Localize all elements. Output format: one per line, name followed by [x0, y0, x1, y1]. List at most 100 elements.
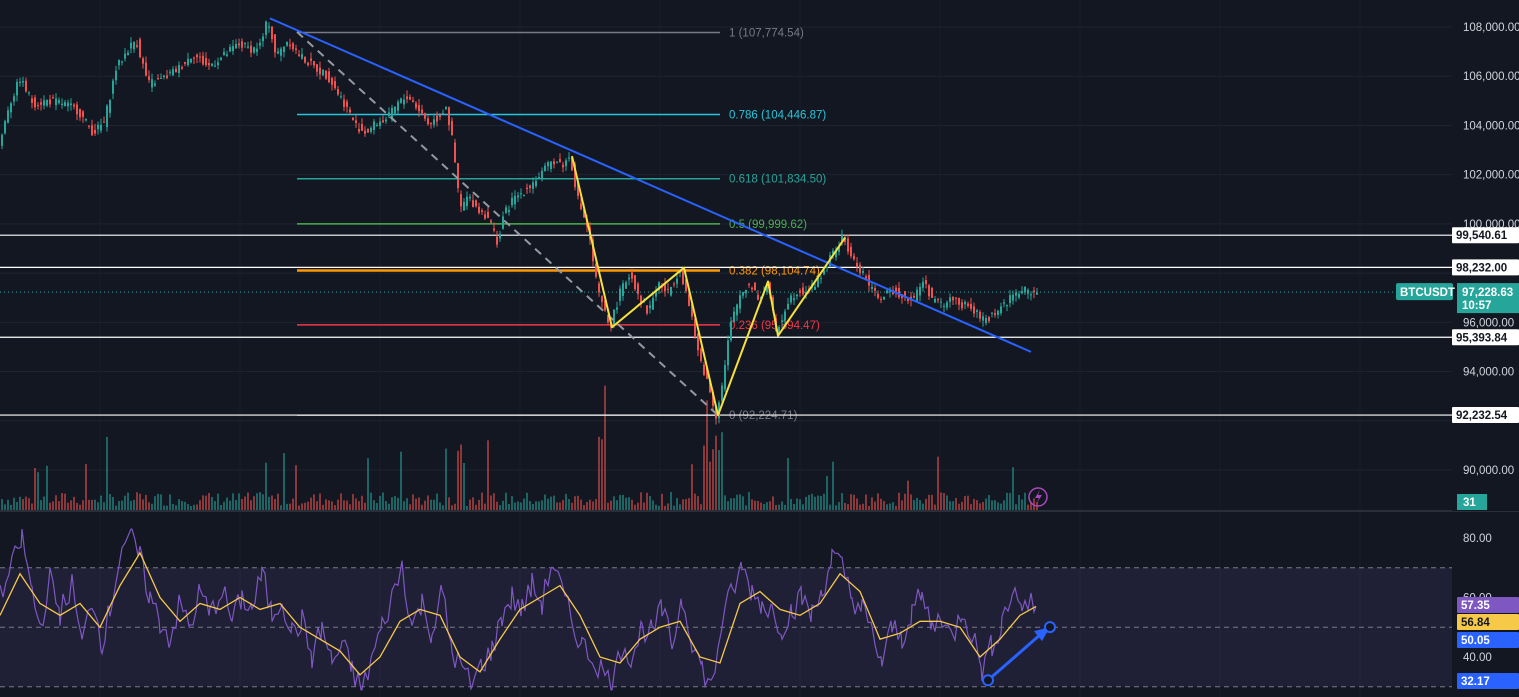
volume-bar: [973, 498, 975, 510]
volume-bar: [250, 500, 252, 510]
volume-bar: [748, 492, 750, 510]
volume-bar: [307, 501, 309, 510]
candle-body: [496, 236, 498, 245]
volume-bar: [676, 498, 678, 510]
candle-body: [184, 61, 186, 64]
candle-body: [58, 100, 60, 104]
level-tag-label: 95,393.84: [1456, 332, 1508, 344]
symbol-tag-label: BTCUSDT: [1400, 287, 1455, 299]
candle-body: [109, 100, 111, 113]
volume-bar: [316, 501, 318, 510]
candle-body: [709, 380, 711, 393]
volume-bar: [760, 502, 762, 510]
candle-body: [214, 65, 216, 67]
candle-body: [94, 129, 96, 134]
price-axis[interactable]: 108,000.00 106,000.00 104,000.00 102,000.00…: [1452, 0, 1519, 511]
volume-bar: [835, 505, 837, 510]
volume-bar: [733, 498, 735, 510]
candle-body: [559, 159, 561, 163]
volume-bar: [673, 505, 675, 510]
drawings[interactable]: [269, 17, 1032, 417]
candle-body: [514, 195, 516, 205]
candle-body: [706, 368, 708, 379]
candle-body: [826, 266, 828, 269]
alert-icon[interactable]: [1028, 487, 1048, 507]
candle-body: [883, 296, 885, 300]
candle-body: [364, 130, 366, 134]
candle-body: [112, 80, 114, 94]
volume-bar: [175, 505, 177, 510]
horizontal-levels[interactable]: [0, 234, 1452, 416]
candle-body: [133, 42, 135, 50]
volume-bar: [424, 500, 426, 510]
candle-body: [85, 118, 87, 121]
candle-body: [346, 101, 348, 107]
candle-body: [55, 98, 57, 106]
candle-body: [241, 41, 243, 48]
volume-bar: [313, 494, 315, 510]
volume-bar: [484, 503, 486, 510]
volume-bar: [70, 500, 72, 510]
candle-body: [916, 289, 918, 302]
current-price-value: 97,228.63: [1462, 287, 1513, 299]
volume-bar: [922, 503, 924, 510]
volume-bar: [88, 499, 90, 510]
volume-bar: [952, 501, 954, 510]
candle-body: [337, 89, 339, 95]
candle-body: [451, 120, 453, 136]
volume-bar: [850, 494, 852, 510]
candle-body: [232, 45, 234, 52]
volume-bar: [508, 503, 510, 510]
candle-body: [1009, 295, 1011, 303]
candle-body: [22, 81, 24, 83]
volume-bar: [736, 494, 738, 510]
candle-body: [571, 156, 573, 171]
volume-bar: [301, 503, 303, 510]
volume-bar: [409, 504, 411, 510]
candle-body: [355, 120, 357, 123]
volume-bar: [730, 498, 732, 510]
candle-body: [319, 67, 321, 75]
candle-body: [520, 193, 522, 195]
candle-body: [97, 124, 99, 130]
volume-bar: [292, 498, 294, 510]
candle-body: [943, 305, 945, 307]
fib-diagonal[interactable]: [296, 31, 719, 417]
volume-bar: [763, 503, 765, 510]
volume-bar: [958, 503, 960, 510]
candle-body: [850, 246, 852, 257]
level-tag-label: 92,232.54: [1456, 410, 1508, 422]
rsi-value-tag: [1457, 632, 1519, 648]
volume-badge: [1457, 494, 1487, 510]
trendline[interactable]: [269, 17, 1032, 353]
level-tag: [1452, 259, 1519, 276]
candle-body: [187, 58, 189, 66]
volume-bar: [610, 500, 612, 510]
rsi-arrow[interactable]: [987, 631, 1043, 682]
volume-bar: [955, 498, 957, 510]
candle-body: [79, 108, 81, 118]
candle-body: [592, 239, 594, 262]
rsi-arrow-start-handle[interactable]: [982, 674, 994, 687]
candle-body: [565, 160, 567, 167]
zigzag-pattern[interactable]: [571, 155, 846, 417]
volume-bar: [49, 502, 51, 510]
volume-bar: [196, 504, 198, 510]
candle-body: [202, 55, 204, 65]
candle-body: [106, 105, 108, 128]
volume-bar: [268, 496, 270, 510]
candle-body: [616, 307, 618, 310]
candle-body: [979, 311, 981, 319]
candle-body: [463, 202, 465, 211]
candle-body: [394, 106, 396, 114]
volume-bar: [478, 499, 480, 510]
candle-body: [628, 277, 630, 280]
volume-bar: [460, 444, 462, 510]
candle-body: [976, 310, 978, 313]
volume-bar: [148, 502, 150, 510]
candle-body: [577, 181, 579, 197]
candle-body: [415, 103, 417, 108]
candle-body: [988, 317, 990, 321]
rsi-arrow-end-handle[interactable]: [1044, 621, 1056, 634]
